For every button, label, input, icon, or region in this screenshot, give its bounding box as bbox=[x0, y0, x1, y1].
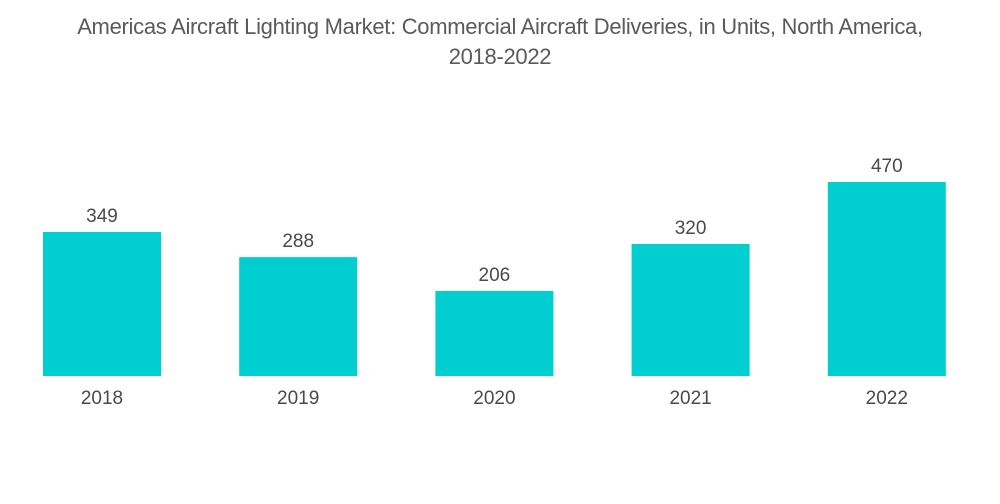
chart-title: Americas Aircraft Lighting Market: Comme… bbox=[0, 12, 1000, 72]
x-tick-2022: 2022 bbox=[866, 388, 908, 409]
x-tick-2021: 2021 bbox=[669, 388, 711, 409]
value-label-2020: 206 bbox=[479, 265, 511, 286]
chart-title-line-2: 2018-2022 bbox=[448, 44, 552, 69]
bars-group bbox=[43, 182, 946, 376]
x-tick-2020: 2020 bbox=[473, 388, 515, 409]
bar-2018 bbox=[43, 231, 161, 376]
x-tick-2019: 2019 bbox=[277, 388, 319, 409]
value-label-2018: 349 bbox=[86, 206, 118, 227]
value-label-2022: 470 bbox=[871, 156, 903, 177]
chart-title-line-1: Americas Aircraft Lighting Market: Comme… bbox=[77, 14, 923, 39]
value-labels-group: 349 288 206 320 470 bbox=[86, 156, 903, 286]
value-label-2021: 320 bbox=[675, 218, 707, 239]
value-label-2019: 288 bbox=[282, 231, 314, 252]
bar-2022 bbox=[827, 182, 946, 376]
bar-2020 bbox=[435, 290, 554, 376]
bar-2021 bbox=[631, 243, 750, 376]
x-axis-ticks-group: 2018 2019 2020 2021 2022 bbox=[81, 388, 908, 409]
bar-2019 bbox=[239, 257, 358, 376]
x-tick-2018: 2018 bbox=[81, 388, 123, 409]
